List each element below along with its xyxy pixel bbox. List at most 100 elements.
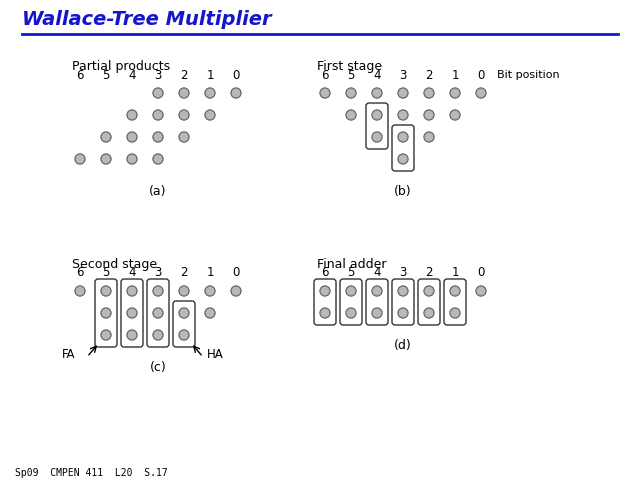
Text: Bit position: Bit position bbox=[496, 70, 560, 80]
Circle shape bbox=[372, 308, 382, 318]
Circle shape bbox=[75, 286, 85, 296]
Text: 4: 4 bbox=[373, 266, 381, 280]
Text: 5: 5 bbox=[102, 266, 110, 280]
Text: 0: 0 bbox=[477, 266, 485, 280]
Text: 5: 5 bbox=[102, 68, 110, 81]
Text: 2: 2 bbox=[426, 68, 433, 81]
Circle shape bbox=[450, 286, 460, 296]
Text: (c): (c) bbox=[150, 361, 167, 374]
Circle shape bbox=[101, 154, 111, 164]
Text: 4: 4 bbox=[128, 266, 136, 280]
Circle shape bbox=[153, 132, 163, 142]
Circle shape bbox=[127, 154, 137, 164]
Text: 3: 3 bbox=[154, 266, 161, 280]
Circle shape bbox=[101, 132, 111, 142]
Text: FA: FA bbox=[61, 349, 75, 362]
Circle shape bbox=[398, 286, 408, 296]
Circle shape bbox=[346, 308, 356, 318]
Circle shape bbox=[424, 308, 434, 318]
Text: 5: 5 bbox=[347, 266, 355, 280]
Circle shape bbox=[231, 88, 241, 98]
Text: 1: 1 bbox=[451, 68, 459, 81]
Circle shape bbox=[424, 88, 434, 98]
Text: 1: 1 bbox=[451, 266, 459, 280]
Circle shape bbox=[346, 88, 356, 98]
Circle shape bbox=[476, 88, 486, 98]
Circle shape bbox=[372, 88, 382, 98]
Circle shape bbox=[179, 308, 189, 318]
Circle shape bbox=[320, 286, 330, 296]
Circle shape bbox=[320, 308, 330, 318]
Text: Sp09  CMPEN 411  L20  S.17: Sp09 CMPEN 411 L20 S.17 bbox=[15, 468, 168, 478]
Circle shape bbox=[320, 88, 330, 98]
Text: 4: 4 bbox=[373, 68, 381, 81]
Text: (d): (d) bbox=[394, 339, 412, 352]
Circle shape bbox=[398, 88, 408, 98]
Text: 2: 2 bbox=[426, 266, 433, 280]
Text: 0: 0 bbox=[477, 68, 485, 81]
Circle shape bbox=[424, 286, 434, 296]
Text: Partial products: Partial products bbox=[72, 60, 170, 73]
Text: First stage: First stage bbox=[317, 60, 382, 73]
Circle shape bbox=[372, 286, 382, 296]
Circle shape bbox=[398, 132, 408, 142]
Text: 3: 3 bbox=[154, 68, 161, 81]
Text: 2: 2 bbox=[181, 68, 188, 81]
Circle shape bbox=[450, 308, 460, 318]
Circle shape bbox=[101, 308, 111, 318]
Text: 2: 2 bbox=[181, 266, 188, 280]
Text: Wallace-Tree Multiplier: Wallace-Tree Multiplier bbox=[22, 10, 272, 29]
Text: 1: 1 bbox=[206, 68, 214, 81]
Circle shape bbox=[101, 286, 111, 296]
Circle shape bbox=[398, 154, 408, 164]
Circle shape bbox=[450, 110, 460, 120]
Circle shape bbox=[424, 132, 434, 142]
Circle shape bbox=[153, 308, 163, 318]
Circle shape bbox=[205, 110, 215, 120]
Text: (b): (b) bbox=[394, 185, 412, 198]
Circle shape bbox=[127, 308, 137, 318]
Circle shape bbox=[231, 286, 241, 296]
Text: HA: HA bbox=[207, 349, 224, 362]
Circle shape bbox=[424, 110, 434, 120]
Circle shape bbox=[101, 330, 111, 340]
Circle shape bbox=[346, 286, 356, 296]
Text: 6: 6 bbox=[322, 68, 329, 81]
Text: 0: 0 bbox=[232, 68, 240, 81]
Circle shape bbox=[205, 308, 215, 318]
Circle shape bbox=[179, 330, 189, 340]
Circle shape bbox=[153, 286, 163, 296]
Circle shape bbox=[127, 286, 137, 296]
Circle shape bbox=[127, 132, 137, 142]
Circle shape bbox=[153, 110, 163, 120]
Text: Second stage: Second stage bbox=[72, 258, 157, 271]
Circle shape bbox=[153, 330, 163, 340]
Circle shape bbox=[153, 154, 163, 164]
Circle shape bbox=[127, 330, 137, 340]
Circle shape bbox=[153, 88, 163, 98]
Circle shape bbox=[346, 110, 356, 120]
Text: 1: 1 bbox=[206, 266, 214, 280]
Text: 5: 5 bbox=[347, 68, 355, 81]
Text: 6: 6 bbox=[322, 266, 329, 280]
Circle shape bbox=[179, 286, 189, 296]
Circle shape bbox=[398, 110, 408, 120]
Circle shape bbox=[450, 88, 460, 98]
Text: 6: 6 bbox=[77, 266, 84, 280]
Text: 3: 3 bbox=[399, 266, 406, 280]
Text: Final adder: Final adder bbox=[317, 258, 387, 271]
Text: 3: 3 bbox=[399, 68, 406, 81]
Circle shape bbox=[179, 132, 189, 142]
Circle shape bbox=[398, 308, 408, 318]
Circle shape bbox=[179, 110, 189, 120]
Circle shape bbox=[127, 110, 137, 120]
Circle shape bbox=[372, 132, 382, 142]
Circle shape bbox=[476, 286, 486, 296]
Text: (a): (a) bbox=[149, 185, 167, 198]
Circle shape bbox=[205, 286, 215, 296]
Text: 6: 6 bbox=[77, 68, 84, 81]
Circle shape bbox=[179, 88, 189, 98]
Circle shape bbox=[372, 110, 382, 120]
Text: 4: 4 bbox=[128, 68, 136, 81]
Circle shape bbox=[205, 88, 215, 98]
